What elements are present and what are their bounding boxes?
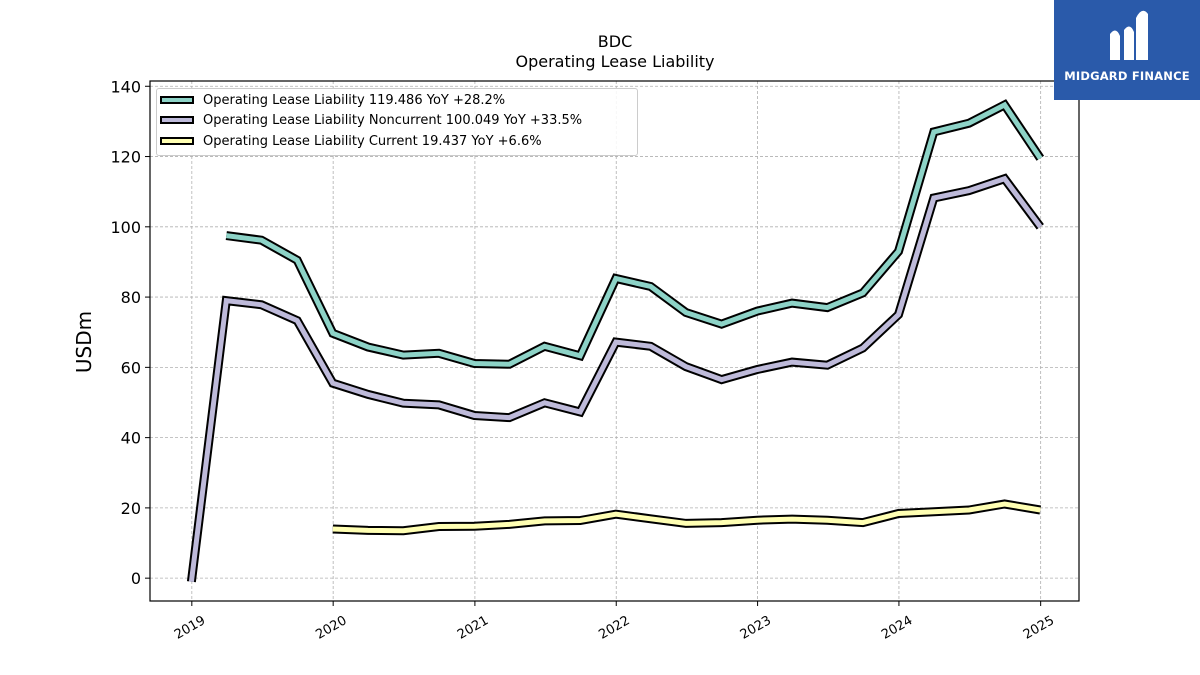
y-tick-label: 100 — [110, 218, 141, 237]
y-axis-label: USDm — [72, 310, 96, 374]
x-tick-label: 2019 — [172, 613, 208, 643]
logo-text: MIDGARD FINANCE — [1064, 69, 1190, 83]
x-tick-label: 2025 — [1021, 613, 1057, 643]
series-line-total — [225, 101, 1043, 367]
legend-swatch-current — [160, 137, 194, 145]
chart-subtitle: Operating Lease Liability — [515, 52, 715, 71]
series-line-current — [332, 501, 1041, 534]
y-tick-label: 120 — [110, 148, 141, 167]
series-layer — [186, 99, 1045, 583]
brand-logo: MIDGARD FINANCE — [1054, 0, 1200, 100]
x-tick-label: 2024 — [879, 613, 915, 643]
series-line-noncurrent — [188, 175, 1043, 583]
logo-mark-icon — [1110, 10, 1148, 61]
y-tick-label: 20 — [121, 499, 141, 518]
y-tick-label: 0 — [131, 569, 141, 588]
legend-swatch-noncurrent — [160, 116, 194, 124]
legend-label-noncurrent: Operating Lease Liability Noncurrent 100… — [203, 113, 583, 128]
y-tick-label: 80 — [121, 288, 141, 307]
plot-frame — [149, 80, 1080, 602]
legend: Operating Lease Liability 119.486 YoY +2… — [156, 88, 638, 156]
y-axis-ticks: 0 20 40 60 80 100 120 140 — [110, 77, 150, 588]
x-axis-ticks: 2019 2020 2021 2022 2023 2024 2025 — [172, 601, 1057, 643]
legend-swatch-total — [160, 96, 194, 104]
chart-title: BDC — [597, 32, 633, 51]
x-tick-label: 2022 — [596, 613, 632, 643]
x-tick-label: 2020 — [313, 613, 349, 643]
legend-label-total: Operating Lease Liability 119.486 YoY +2… — [203, 93, 506, 108]
x-tick-label: 2021 — [455, 613, 491, 643]
y-tick-label: 140 — [110, 77, 141, 96]
x-tick-label: 2023 — [738, 613, 774, 643]
legend-label-current: Operating Lease Liability Current 19.437… — [203, 134, 542, 149]
y-tick-label: 60 — [121, 358, 141, 377]
y-tick-label: 40 — [121, 429, 141, 448]
